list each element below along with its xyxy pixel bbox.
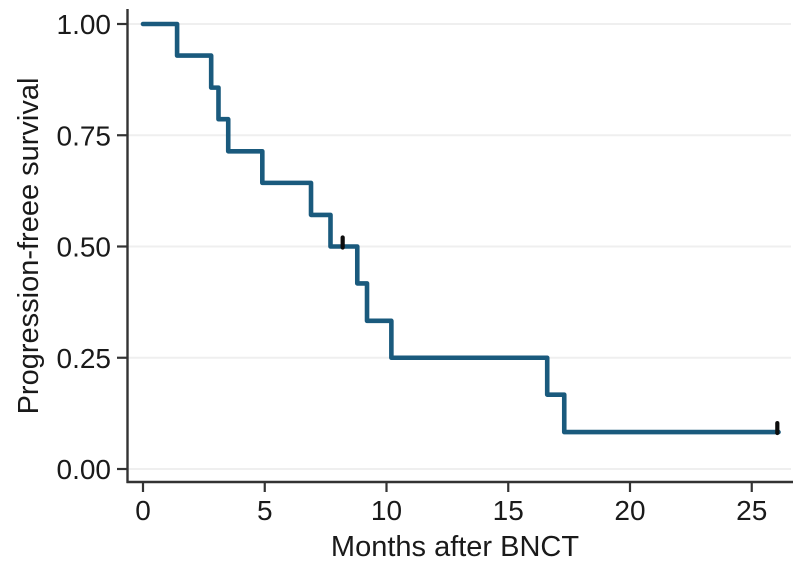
- gridlines-group: [128, 23, 791, 470]
- y-tick-label: 0.00: [57, 454, 112, 485]
- x-tick-label: 5: [257, 495, 273, 526]
- y-tick-label: 1.00: [57, 9, 112, 40]
- y-tick-labels-group: 0.00 0.25 0.50 0.75 1.00: [57, 9, 112, 485]
- survival-curve-line: [140, 21, 781, 435]
- y-ticks-group: [117, 22, 127, 471]
- x-tick-label: 25: [736, 495, 767, 526]
- y-axis-title: Progression-freee survival: [13, 78, 45, 415]
- x-tick-labels-group: 0 5 10 15 20 25: [135, 495, 767, 526]
- x-axis-title: Months after BNCT: [331, 531, 579, 563]
- x-tick-label: 15: [493, 495, 524, 526]
- x-tick-label: 20: [614, 495, 645, 526]
- x-tick-label: 10: [371, 495, 402, 526]
- y-tick-label: 0.75: [57, 120, 112, 151]
- x-tick-label: 0: [135, 495, 151, 526]
- y-tick-label: 0.25: [57, 343, 112, 374]
- y-tick-label: 0.50: [57, 232, 112, 263]
- censor-marks-group: [340, 235, 780, 436]
- x-ticks-group: [141, 483, 753, 492]
